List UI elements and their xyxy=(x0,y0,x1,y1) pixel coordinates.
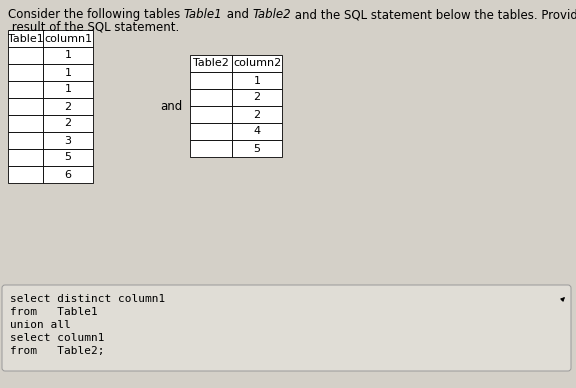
Text: Table2: Table2 xyxy=(252,8,291,21)
Bar xyxy=(8,115,43,132)
Text: Table1: Table1 xyxy=(7,33,43,43)
Text: column2: column2 xyxy=(233,59,281,69)
Text: 5: 5 xyxy=(253,144,260,154)
Text: and: and xyxy=(160,100,182,113)
Bar xyxy=(190,123,232,140)
Text: Table1: Table1 xyxy=(184,8,223,21)
Text: 4: 4 xyxy=(253,126,260,137)
Text: 2: 2 xyxy=(253,109,260,120)
Bar xyxy=(8,64,43,81)
Text: 5: 5 xyxy=(65,152,71,163)
Text: select distinct column1: select distinct column1 xyxy=(10,294,165,304)
Bar xyxy=(232,55,282,72)
Bar xyxy=(190,72,232,89)
Text: .result of the SQL statement.: .result of the SQL statement. xyxy=(8,21,179,34)
Text: 3: 3 xyxy=(65,135,71,146)
Bar xyxy=(8,166,43,183)
Bar xyxy=(190,89,232,106)
Text: 1: 1 xyxy=(65,50,71,61)
Text: 2: 2 xyxy=(253,92,260,102)
Bar xyxy=(43,30,93,47)
Bar xyxy=(8,81,43,98)
Text: 2: 2 xyxy=(65,102,71,111)
Text: and: and xyxy=(223,8,252,21)
FancyBboxPatch shape xyxy=(2,285,571,371)
Text: 2: 2 xyxy=(65,118,71,128)
Text: from   Table2;: from Table2; xyxy=(10,346,104,356)
Bar xyxy=(232,89,282,106)
Text: 1: 1 xyxy=(65,68,71,78)
Bar xyxy=(190,55,232,72)
Bar xyxy=(190,140,232,157)
Text: Consider the following tables: Consider the following tables xyxy=(8,8,184,21)
Bar xyxy=(232,140,282,157)
Bar xyxy=(8,98,43,115)
Text: from   Table1: from Table1 xyxy=(10,307,98,317)
Bar xyxy=(190,106,232,123)
Bar xyxy=(8,47,43,64)
Bar xyxy=(8,132,43,149)
Bar xyxy=(43,132,93,149)
Bar xyxy=(43,64,93,81)
Text: select column1: select column1 xyxy=(10,333,104,343)
Bar xyxy=(43,81,93,98)
Text: and the SQL statement below the tables. Provide the: and the SQL statement below the tables. … xyxy=(291,8,576,21)
Bar xyxy=(43,47,93,64)
Bar xyxy=(8,149,43,166)
Text: union all: union all xyxy=(10,320,71,330)
Bar xyxy=(232,123,282,140)
Bar xyxy=(43,115,93,132)
Text: 1: 1 xyxy=(65,85,71,95)
Bar xyxy=(232,106,282,123)
Text: Table2: Table2 xyxy=(193,59,229,69)
Text: column1: column1 xyxy=(44,33,92,43)
Text: 1: 1 xyxy=(253,76,260,85)
Bar xyxy=(43,98,93,115)
Bar xyxy=(232,72,282,89)
Bar xyxy=(8,30,43,47)
Text: 6: 6 xyxy=(65,170,71,180)
Bar xyxy=(43,149,93,166)
Bar xyxy=(43,166,93,183)
